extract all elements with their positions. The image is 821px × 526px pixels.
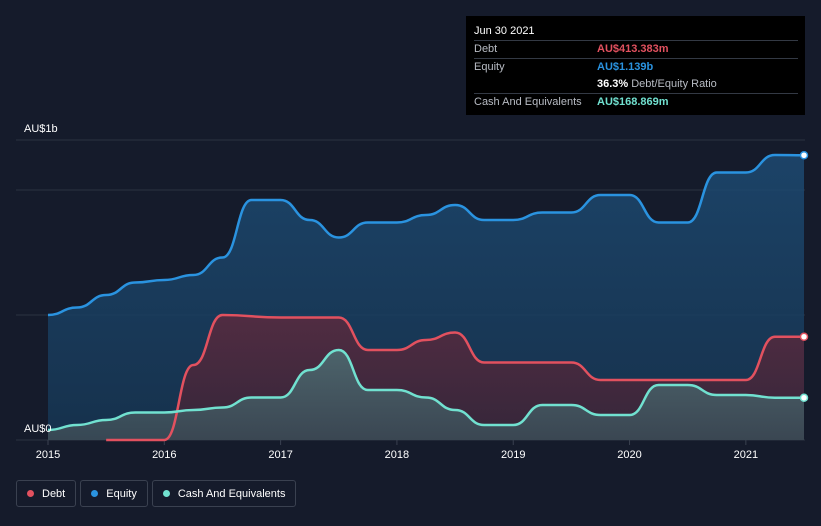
y-axis-labels: AU$1b AU$0: [24, 123, 58, 435]
series-lines: [47, 153, 805, 442]
tooltip-debt-label: Debt: [474, 43, 498, 55]
x-axis-labels: 2015 2016 2017 2018 2019 2020 2021: [36, 449, 758, 461]
tooltip-equity-value: AU$1.139b: [597, 61, 654, 73]
cash-dot-icon: [162, 490, 170, 497]
legend-equity-label: Equity: [106, 487, 137, 500]
x-tick-label-2020: 2020: [617, 449, 641, 461]
legend-cash-label: Cash And Equivalents: [177, 487, 286, 500]
y-label-bottom: AU$0: [24, 423, 52, 435]
legend-item-cash[interactable]: Cash And Equivalents: [151, 480, 297, 507]
debt-line: [106, 313, 804, 442]
legend-item-equity[interactable]: Equity: [80, 480, 148, 507]
tooltip-panel: Jun 30 2021 Debt AU$413.383m Equity AU$1…: [466, 16, 805, 115]
legend-item-debt[interactable]: Debt: [16, 480, 77, 507]
tooltip-cash-value: AU$168.869m: [597, 96, 669, 108]
tooltip-date: Jun 30 2021: [474, 25, 535, 37]
series-areas: [48, 155, 804, 440]
legend-debt-label: Debt: [42, 487, 66, 500]
x-tick-label-2017: 2017: [268, 449, 292, 461]
tooltip-equity-label: Equity: [474, 61, 505, 73]
legend: Debt Equity Cash And Equivalents: [16, 480, 297, 507]
equity-dot-icon: [91, 490, 99, 497]
cash-end-marker: [799, 393, 809, 402]
cash-line: [47, 348, 804, 432]
x-tick-label-2021: 2021: [734, 449, 758, 461]
cash-area: [48, 350, 804, 440]
y-label-top: AU$1b: [24, 123, 58, 135]
tooltip-ratio-label: Debt/Equity Ratio: [631, 78, 717, 90]
equity-end-marker: [799, 151, 809, 160]
tooltip-debt-value: AU$413.383m: [597, 43, 669, 55]
x-tick-label-2016: 2016: [152, 449, 176, 461]
tooltip-row-cash: Cash And Equivalents AU$168.869m: [474, 93, 798, 111]
series-end-markers: [799, 151, 809, 402]
debt-end-marker: [799, 332, 809, 341]
x-tick-label-2019: 2019: [501, 449, 525, 461]
tooltip-row-ratio: 36.3% Debt/Equity Ratio: [474, 76, 798, 93]
x-tick-label-2015: 2015: [36, 449, 60, 461]
x-tick-label-2018: 2018: [385, 449, 409, 461]
tooltip-ratio-value: 36.3%: [597, 78, 629, 90]
tooltip-row-equity: Equity AU$1.139b: [474, 58, 798, 76]
tooltip-row-debt: Debt AU$413.383m: [474, 40, 798, 58]
debt-dot-icon: [27, 490, 34, 497]
tooltip-cash-label: Cash And Equivalents: [474, 96, 582, 108]
equity-line: [47, 153, 805, 317]
